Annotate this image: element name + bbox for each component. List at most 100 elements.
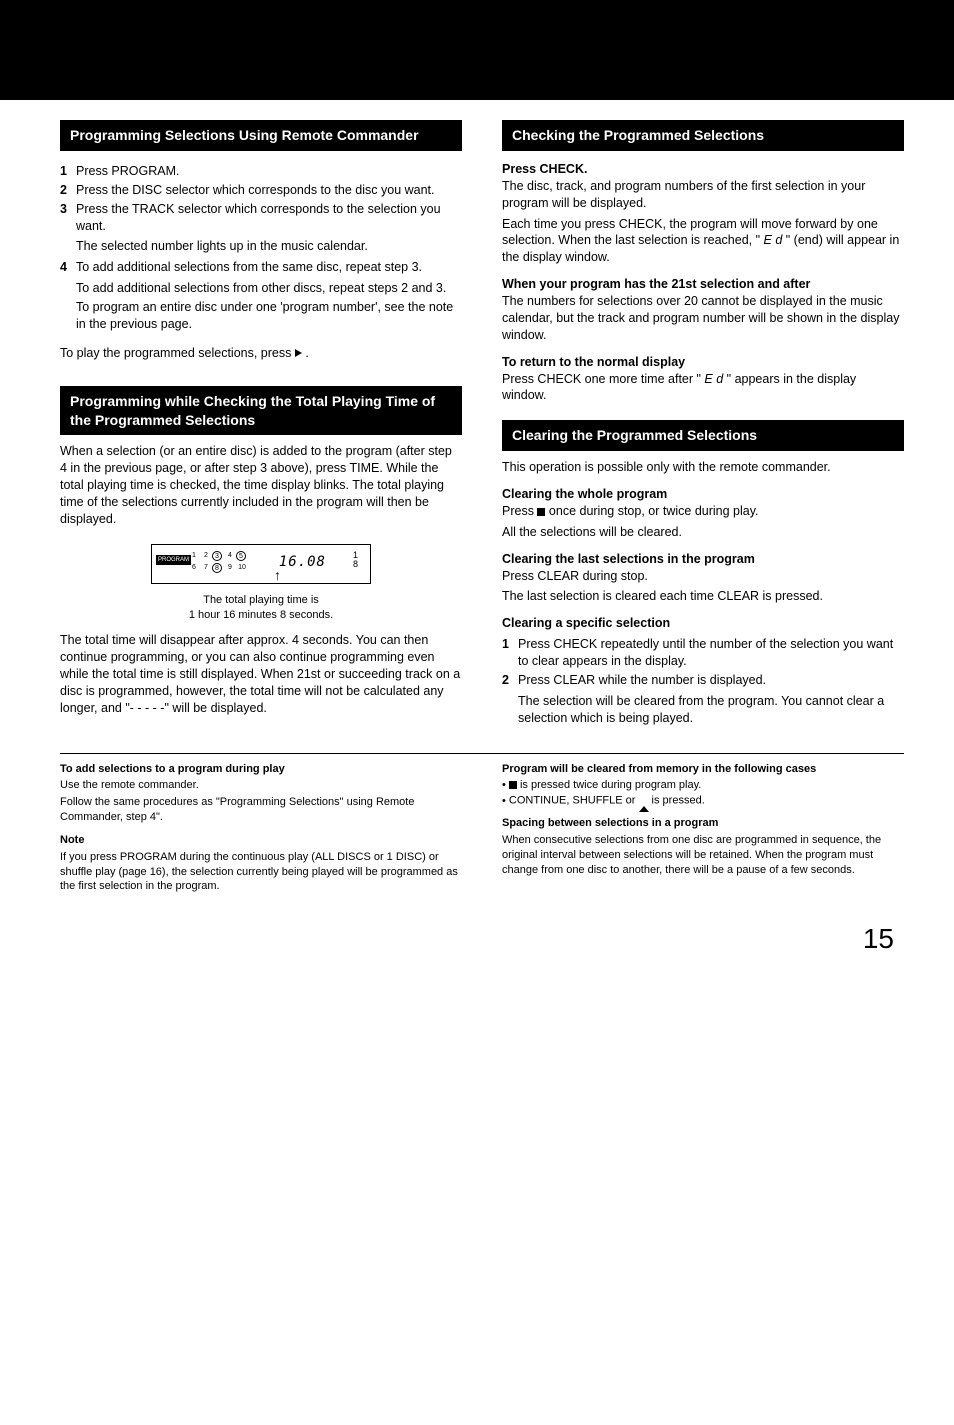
li2a: CONTINUE, SHUFFLE or (509, 795, 639, 807)
heading-prog-remote: Programming Selections Using Remote Comm… (60, 120, 462, 151)
music-calendar-grid: 1 2 3 4 5 6 7 8 9 10 (188, 551, 248, 575)
page-number: 15 (60, 920, 904, 958)
sub-press-check: Press CHECK. (502, 161, 904, 178)
clear-whole-p1: Press once during stop, or twice during … (502, 503, 904, 520)
check-para2: Each time you press CHECK, the program w… (502, 216, 904, 267)
cal-num: 2 (200, 551, 212, 563)
display-panel: PROGRAM 1 2 3 4 5 6 7 8 9 10 16.08 (151, 544, 371, 584)
fhead-note: Note (60, 833, 462, 848)
fhead-program-cleared: Program will be cleared from memory in t… (502, 762, 904, 777)
caption-line1: The total playing time is (203, 594, 319, 606)
step-text: Press PROGRAM. (76, 163, 462, 180)
display-chip: PROGRAM (156, 555, 191, 565)
step-number: 3 (60, 201, 76, 235)
cal-num-circled: 3 (212, 551, 222, 561)
step-followup-text: The selection will be cleared from the p… (502, 693, 904, 727)
step-item: 1 Press CHECK repeatedly until the numbe… (502, 636, 904, 670)
step-text: Press the DISC selector which correspond… (76, 182, 462, 199)
footnote-block: To add selections to a program during pl… (60, 762, 904, 897)
step-followup-text: The selected number lights up in the mus… (60, 238, 462, 255)
fhead-spacing: Spacing between selections in a program (502, 816, 904, 831)
step-number: 2 (60, 182, 76, 199)
eject-icon (639, 793, 649, 808)
footnote-left: To add selections to a program during pl… (60, 762, 462, 897)
ed-glyph: E d (764, 233, 783, 247)
cal-num-circled: 8 (212, 563, 222, 573)
sub-return-normal: To return to the normal display (502, 354, 904, 371)
horizontal-rule (60, 753, 904, 754)
cleared-cases-list: is pressed twice during program play. CO… (502, 778, 904, 808)
step-text: To add additional selections from the sa… (76, 259, 462, 276)
list-item: CONTINUE, SHUFFLE or is pressed. (502, 793, 904, 808)
step-followup-text: To add additional selections from other … (60, 280, 462, 297)
clear-whole-p2: All the selections will be cleared. (502, 524, 904, 541)
step-item: 2 Press CLEAR while the number is displa… (502, 672, 904, 689)
step-number: 2 (502, 672, 518, 689)
heading-prog-time: Programming while Checking the Total Pla… (60, 386, 462, 436)
clear-last-p1: Press CLEAR during stop. (502, 568, 904, 585)
check-para4a: Press CHECK one more time after " (502, 372, 704, 386)
time-check-para1: When a selection (or an entire disc) is … (60, 443, 462, 527)
play-instruction: To play the programmed selections, press… (60, 345, 462, 362)
sub-21st: When your program has the 21st selection… (502, 276, 904, 293)
ftext: Use the remote commander. (60, 778, 462, 793)
step-text: Press the TRACK selector which correspon… (76, 201, 462, 235)
steps-list-1: 1 Press PROGRAM. 2 Press the DISC select… (60, 163, 462, 235)
cal-num: 9 (224, 563, 236, 575)
step-item: 3 Press the TRACK selector which corresp… (60, 201, 462, 235)
list-item: is pressed twice during program play. (502, 778, 904, 793)
step-number: 1 (60, 163, 76, 180)
sub-clear-specific: Clearing a specific selection (502, 615, 904, 632)
step-item: 2 Press the DISC selector which correspo… (60, 182, 462, 199)
caption-line2: 1 hour 16 minutes 8 seconds. (189, 609, 333, 621)
step-number: 4 (60, 259, 76, 276)
cal-num-circled: 5 (236, 551, 246, 561)
step-followup-text: To program an entire disc under one 'pro… (60, 299, 462, 333)
li1b: is pressed twice during program play. (517, 779, 701, 791)
main-two-columns: Programming Selections Using Remote Comm… (60, 120, 904, 729)
step-item: 1 Press PROGRAM. (60, 163, 462, 180)
ftext: Follow the same procedures as "Programmi… (60, 795, 462, 825)
heading-clearing: Clearing the Programmed Selections (502, 420, 904, 451)
display-figure: PROGRAM 1 2 3 4 5 6 7 8 9 10 16.08 (60, 544, 462, 623)
play-prefix: To play the programmed selections, press (60, 346, 295, 360)
step-text: Press CHECK repeatedly until the number … (518, 636, 904, 670)
p1a: Press (502, 504, 537, 518)
cal-num: 1 (188, 551, 200, 563)
step-number: 1 (502, 636, 518, 670)
play-suffix: . (305, 346, 308, 360)
ftext: If you press PROGRAM during the continuo… (60, 850, 462, 895)
ed-glyph: E d (704, 372, 723, 386)
stop-icon (509, 781, 517, 789)
counter-bot: 8 (353, 559, 358, 569)
cal-num: 7 (200, 563, 212, 575)
top-black-bar (0, 0, 954, 100)
clearing-intro: This operation is possible only with the… (502, 459, 904, 476)
step-item: 4 To add additional selections from the … (60, 259, 462, 276)
p1b: once during stop, or twice during play. (545, 504, 758, 518)
left-column: Programming Selections Using Remote Comm… (60, 120, 462, 729)
li2b: is pressed. (649, 795, 705, 807)
ftext: When consecutive selections from one dis… (502, 833, 904, 878)
sub-clear-whole: Clearing the whole program (502, 486, 904, 503)
cal-num: 4 (224, 551, 236, 563)
check-para3: The numbers for selections over 20 canno… (502, 293, 904, 344)
heading-checking: Checking the Programmed Selections (502, 120, 904, 151)
check-para1: The disc, track, and program numbers of … (502, 178, 904, 212)
display-caption: The total playing time is 1 hour 16 minu… (60, 593, 462, 623)
cal-num: 6 (188, 563, 200, 575)
sub-clear-last: Clearing the last selections in the prog… (502, 551, 904, 568)
page-content: Programming Selections Using Remote Comm… (0, 100, 954, 998)
step-text: Press CLEAR while the number is displaye… (518, 672, 904, 689)
display-time: 16.08 (279, 553, 326, 572)
footnote-right: Program will be cleared from memory in t… (502, 762, 904, 897)
play-icon (295, 349, 302, 357)
clear-last-p2: The last selection is cleared each time … (502, 588, 904, 605)
fhead-add-selections: To add selections to a program during pl… (60, 762, 462, 777)
display-counter: 1 8 (353, 551, 358, 569)
right-column: Checking the Programmed Selections Press… (502, 120, 904, 729)
time-check-para2: The total time will disappear after appr… (60, 632, 462, 716)
check-para4: Press CHECK one more time after " E d " … (502, 371, 904, 405)
clear-specific-steps: 1 Press CHECK repeatedly until the numbe… (502, 636, 904, 689)
cal-num: 10 (236, 563, 248, 575)
